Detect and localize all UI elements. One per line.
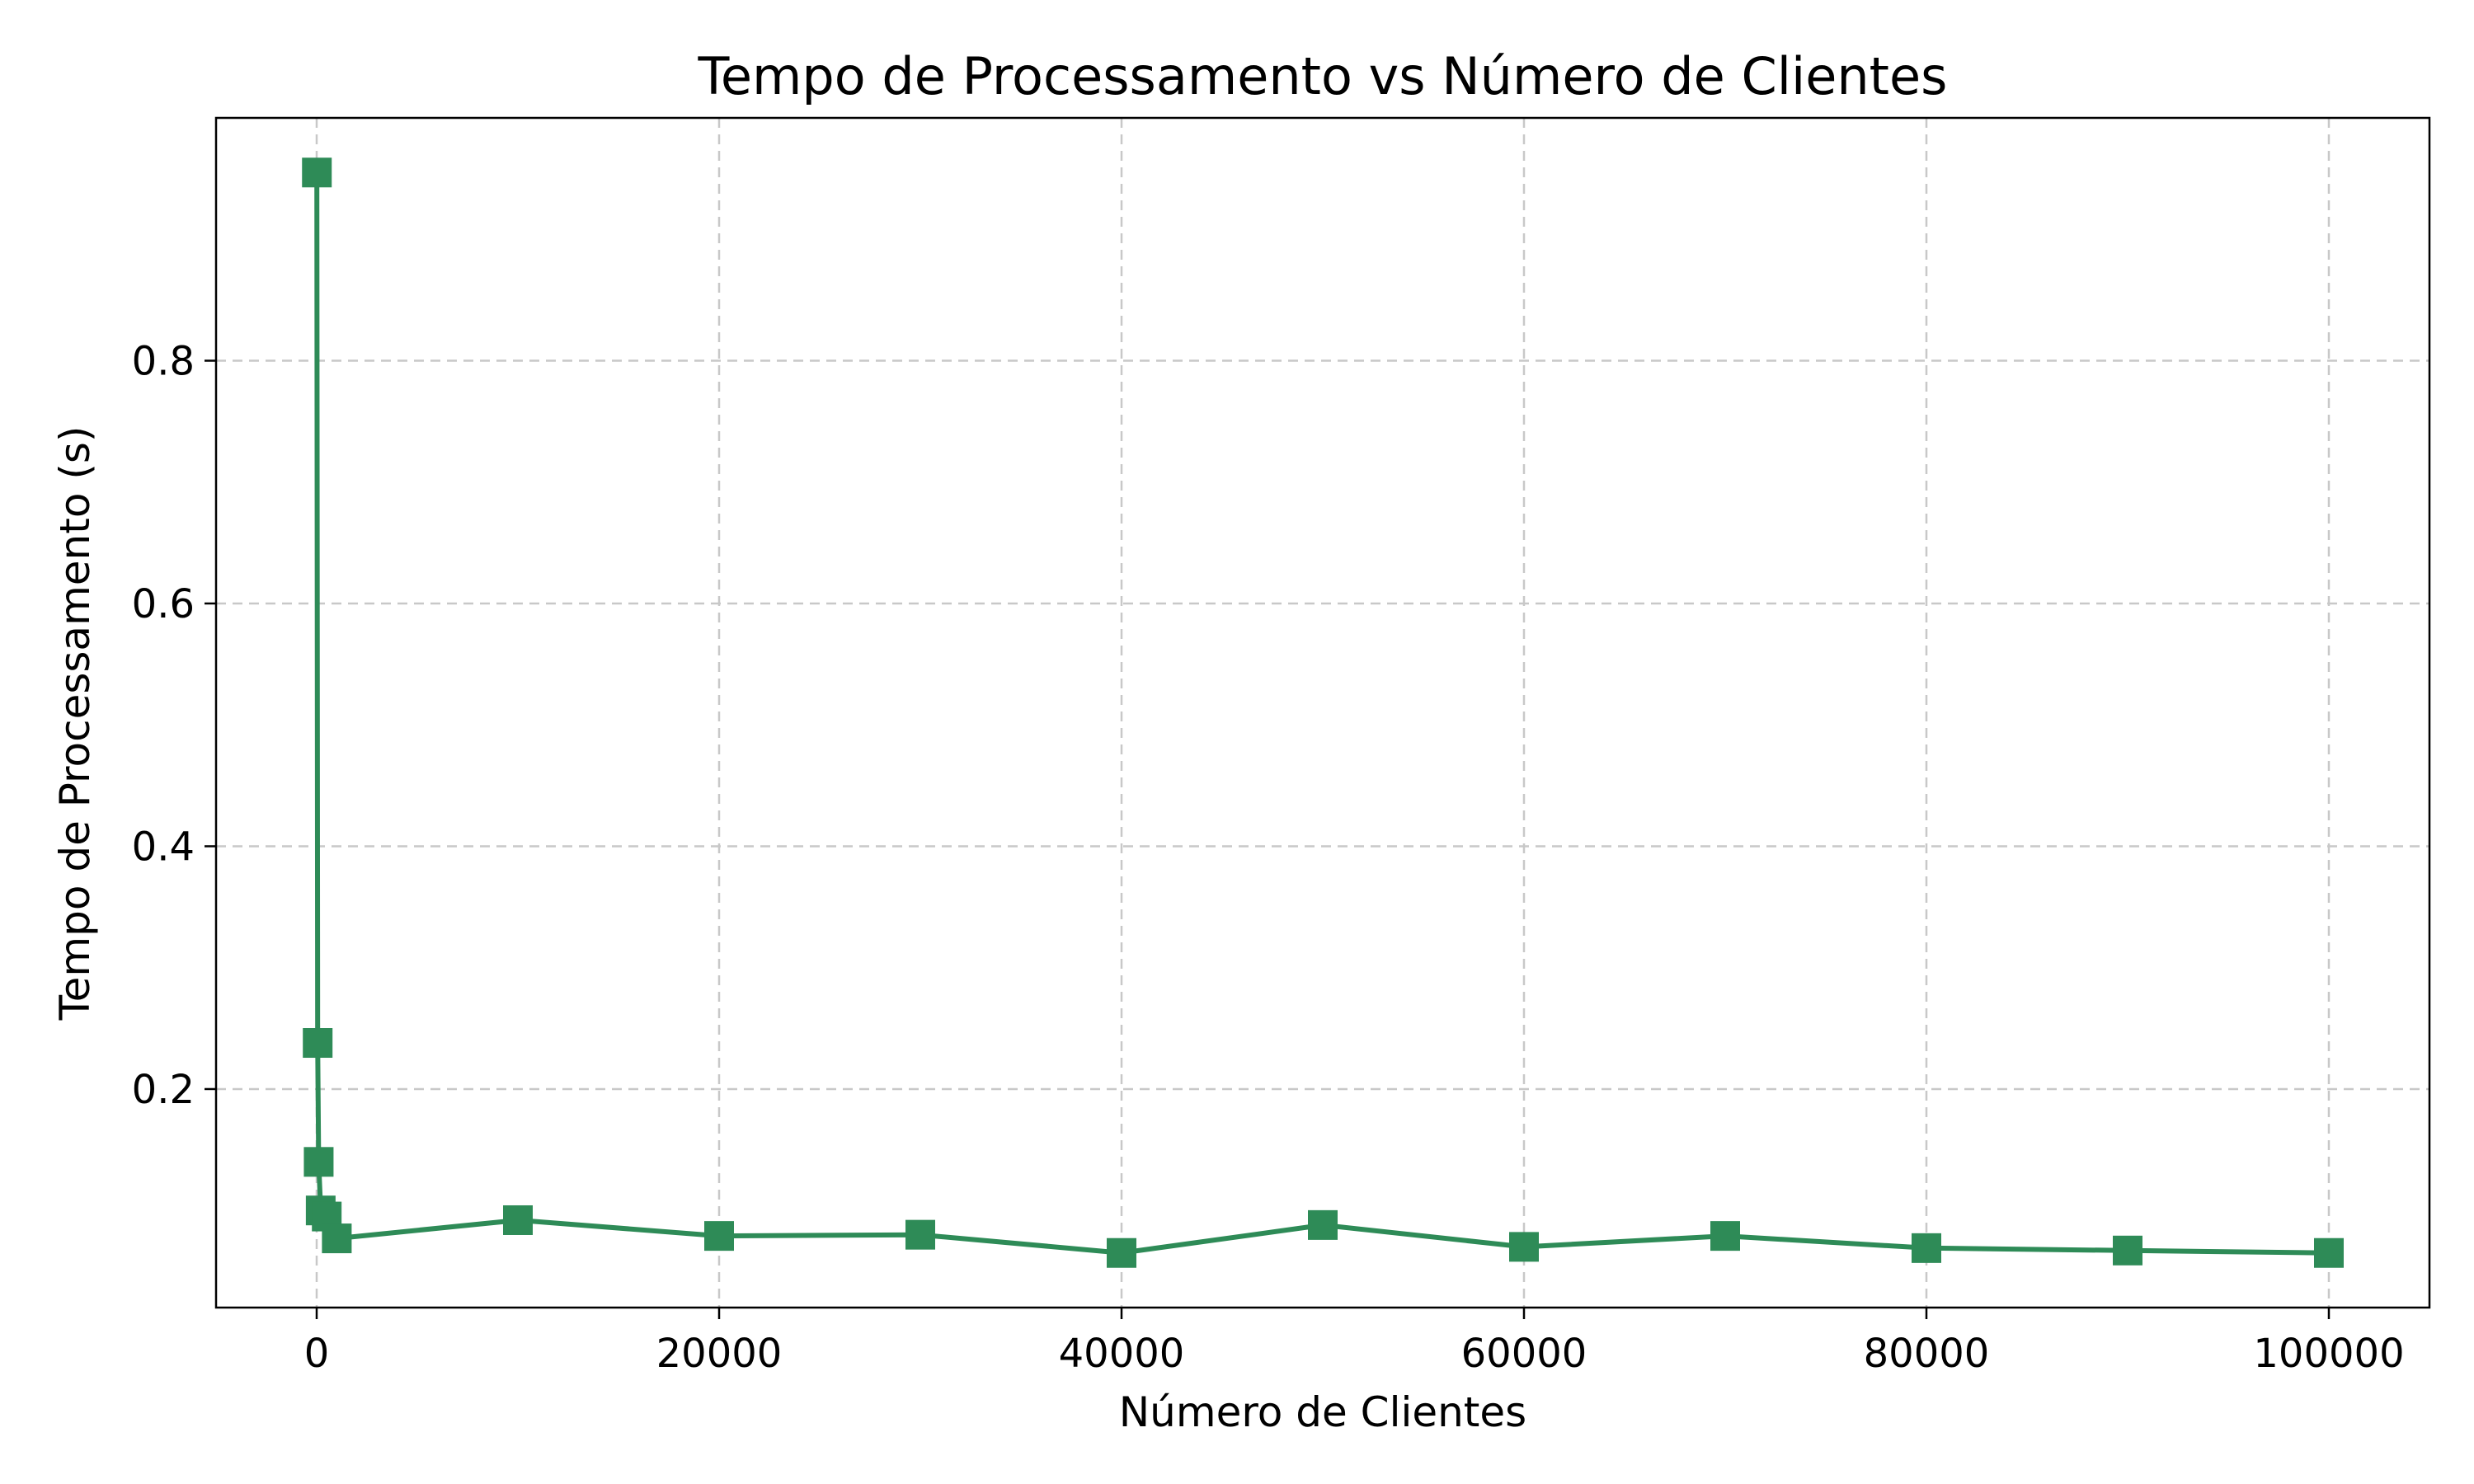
data-point-marker [1710, 1221, 1740, 1252]
x-tick-label: 100000 [2253, 1331, 2404, 1377]
data-point-marker [303, 1147, 334, 1177]
y-tick-label: 0.4 [132, 824, 195, 870]
x-tick-label: 20000 [656, 1331, 783, 1377]
y-tick-label: 0.2 [132, 1067, 195, 1113]
x-axis-label: Número de Clientes [1119, 1388, 1526, 1436]
data-point-marker [303, 1028, 333, 1059]
x-tick-label: 80000 [1864, 1331, 1990, 1377]
x-tick-label: 60000 [1461, 1331, 1587, 1377]
data-point-marker [1912, 1233, 1941, 1263]
data-point-marker [1308, 1209, 1338, 1240]
y-tick-label: 0.6 [132, 581, 195, 627]
data-point-marker [905, 1219, 935, 1250]
data-point-marker [1509, 1232, 1539, 1262]
series-line [314, 172, 2330, 1256]
series-line-group [302, 157, 2344, 1268]
data-point-marker [322, 1223, 352, 1254]
y-tick-label: 0.8 [132, 338, 195, 384]
chart-title: Tempo de Processamento vs Número de Clie… [698, 46, 1948, 106]
plot-area-frame [214, 116, 2431, 1309]
data-point-marker [704, 1221, 734, 1252]
grid-lines [216, 118, 2429, 1308]
data-point-marker [1107, 1237, 1136, 1268]
x-tick-label: 40000 [1059, 1331, 1185, 1377]
data-point-marker [2113, 1235, 2142, 1266]
data-point-marker [2314, 1237, 2344, 1268]
y-axis-label: Tempo de Processamento (s) [51, 426, 99, 1021]
data-point-marker [302, 157, 332, 188]
x-tick-label: 0 [304, 1331, 330, 1377]
data-point-marker [503, 1205, 533, 1235]
axis-ticks: 0 20000 40000 60000 80000 100000 0.2 0.4 0.6 0.8 [132, 338, 2405, 1377]
